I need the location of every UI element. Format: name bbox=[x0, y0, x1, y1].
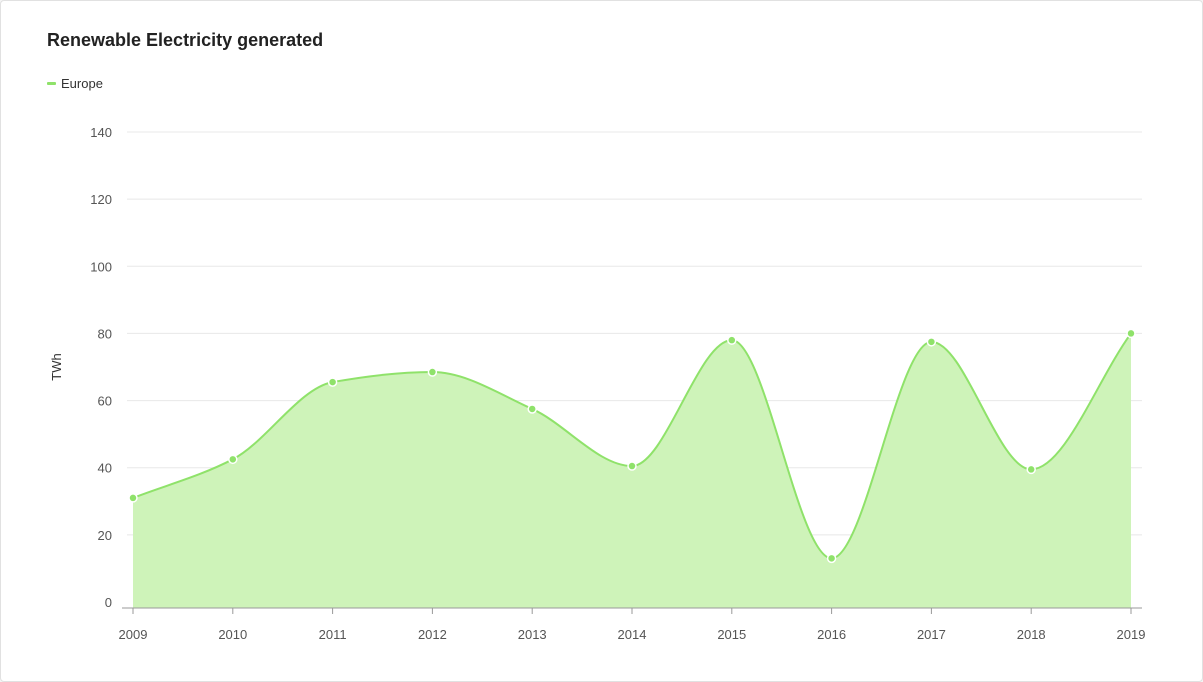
y-tick-label: 80 bbox=[98, 326, 112, 341]
data-point-2016[interactable] bbox=[826, 553, 837, 564]
y-tick-label: 100 bbox=[90, 259, 112, 274]
y-tick-label: 140 bbox=[90, 125, 112, 140]
data-point-2019[interactable] bbox=[1126, 328, 1136, 339]
data-point-2013[interactable] bbox=[527, 404, 537, 414]
data-point-2012[interactable] bbox=[427, 367, 438, 377]
legend-swatch-europe bbox=[47, 82, 56, 85]
x-tick-label: 2018 bbox=[1017, 627, 1046, 642]
data-point-2010[interactable] bbox=[228, 454, 238, 465]
x-tick-label: 2009 bbox=[119, 627, 148, 642]
x-tick-label: 2011 bbox=[319, 627, 347, 642]
data-point-2014[interactable] bbox=[627, 461, 637, 471]
y-tick-label: 60 bbox=[98, 394, 112, 409]
y-tick-label: 120 bbox=[90, 192, 112, 207]
x-tick-label: 2013 bbox=[518, 627, 547, 642]
y-axis-ticks: 0 20 40 60 80 100 120 140 bbox=[90, 125, 112, 610]
data-point-2009[interactable] bbox=[128, 493, 138, 503]
data-point-2011[interactable] bbox=[327, 377, 338, 387]
legend[interactable]: Europe bbox=[47, 76, 103, 91]
legend-label-europe: Europe bbox=[61, 76, 103, 91]
y-tick-label: 0 bbox=[105, 595, 112, 610]
x-tick-label: 2010 bbox=[218, 627, 247, 642]
y-axis-title: TWh bbox=[49, 353, 64, 380]
x-axis: 2009 2010 2011 2012 2013 2014 2015 2016 2017 2018… bbox=[119, 607, 1146, 642]
chart-title: Renewable Electricity generated bbox=[47, 30, 324, 50]
y-tick-label: 20 bbox=[98, 528, 112, 543]
x-tick-label: 2017 bbox=[917, 627, 946, 642]
x-tick-label: 2015 bbox=[717, 627, 746, 642]
data-point-2018[interactable] bbox=[1026, 464, 1036, 475]
x-tick-label: 2019 bbox=[1117, 627, 1146, 642]
series-points-europe[interactable] bbox=[128, 328, 1136, 564]
data-point-2017[interactable] bbox=[926, 337, 937, 347]
x-tick-label: 2014 bbox=[618, 627, 647, 642]
x-tick-label: 2012 bbox=[418, 627, 447, 642]
x-tick-label: 2016 bbox=[817, 627, 846, 642]
data-point-2015[interactable] bbox=[727, 335, 737, 345]
y-tick-label: 40 bbox=[98, 461, 112, 476]
